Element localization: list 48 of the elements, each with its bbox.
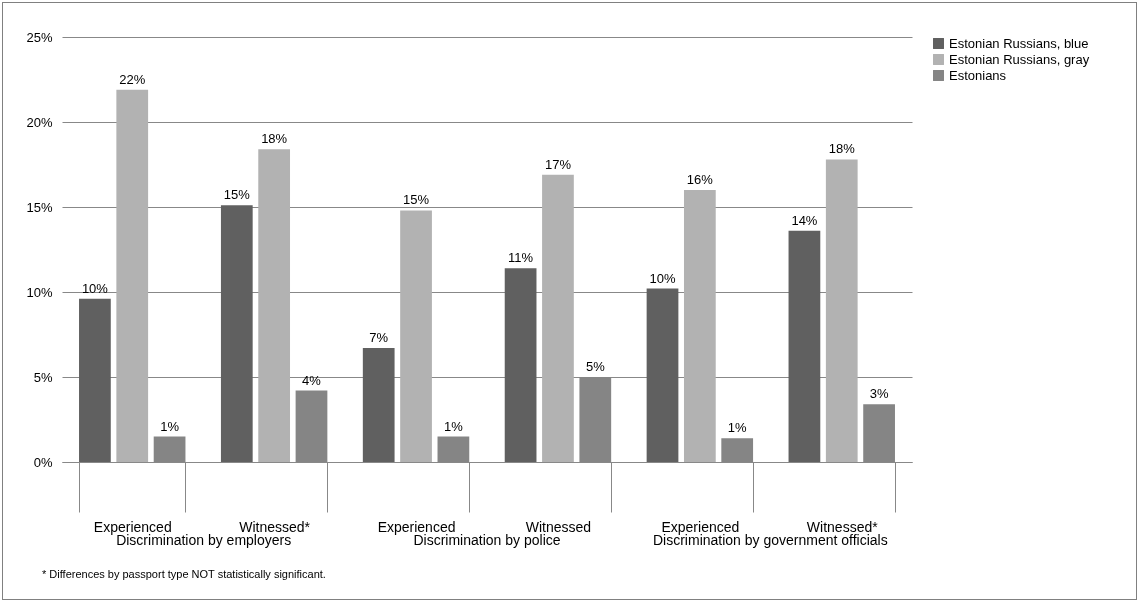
bar [825, 159, 858, 462]
y-tick-label: 20% [26, 114, 53, 130]
text: * Differences by passport type NOT statistically significant. [42, 568, 326, 580]
bar [400, 210, 432, 462]
data-label: 1% [443, 418, 464, 434]
x-tick-label: Experienced [377, 518, 456, 535]
data-label: 22% [119, 71, 146, 87]
x-tick-label: Witnessed [525, 518, 592, 535]
x-tick-label: Experienced [661, 518, 740, 535]
legend-label: Estonian Russians, blue [949, 35, 1089, 51]
data-label: 4% [302, 372, 322, 388]
bar [116, 89, 149, 462]
text: Discrimination by employers [116, 532, 292, 548]
bar [542, 174, 574, 462]
x-tick-label: Experienced [93, 518, 172, 535]
bar [788, 230, 821, 462]
data-label: 18% [828, 141, 856, 157]
data-label: 1% [727, 420, 748, 436]
bar [362, 348, 395, 462]
data-label: 10% [81, 280, 109, 296]
bar [646, 288, 679, 462]
y-tick-label: 10% [26, 284, 53, 300]
bar [258, 149, 291, 462]
bar [683, 190, 716, 462]
y-tick-label: 0% [33, 454, 53, 470]
data-label: 17% [544, 156, 572, 172]
text: Discrimination by police [413, 532, 561, 548]
y-tick-label: 15% [26, 199, 53, 215]
data-label: 16% [686, 172, 714, 187]
data-label: 5% [585, 359, 606, 374]
data-label: 11% [508, 250, 534, 266]
legend-label: Estonians [949, 67, 1007, 83]
legend-label: Estonian Russians, gray [949, 51, 1090, 67]
bar [79, 298, 111, 462]
bar [220, 205, 253, 462]
data-label: 3% [869, 386, 889, 402]
data-label: 1% [160, 418, 180, 434]
data-label: 15% [223, 187, 251, 203]
data-label: 10% [649, 270, 676, 286]
y-tick-label: 5% [33, 369, 53, 385]
bar [504, 268, 537, 462]
x-tick-label: Witnessed* [239, 518, 311, 535]
x-tick-label: Witnessed* [806, 518, 879, 535]
y-tick-label: 25% [26, 29, 53, 45]
data-label: 14% [791, 212, 818, 228]
data-label: 15% [403, 192, 430, 208]
data-label: 18% [261, 131, 288, 147]
data-label: 7% [369, 330, 389, 346]
